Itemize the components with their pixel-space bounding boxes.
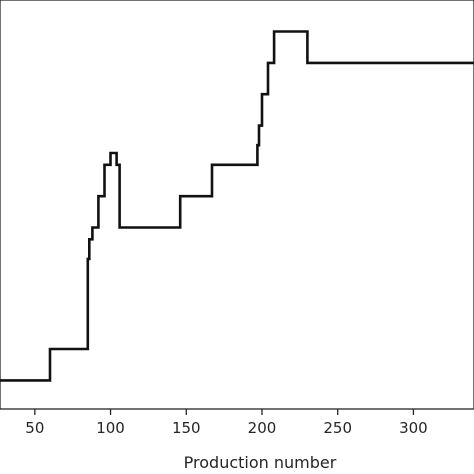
x-axis-ticks: 50 100 150 200 250 300 [25, 409, 428, 437]
x-tick-label: 100 [96, 419, 125, 437]
x-tick-label: 50 [25, 419, 44, 437]
series-group [0, 30, 474, 382]
x-tick-label: 300 [399, 419, 428, 437]
x-tick-label: 150 [172, 419, 201, 437]
plot-frame [0, 0, 474, 410]
x-axis-label: Production number [184, 453, 337, 472]
x-tick-label: 250 [323, 419, 352, 437]
x-tick-label: 200 [248, 419, 277, 437]
series-line [0, 30, 474, 382]
